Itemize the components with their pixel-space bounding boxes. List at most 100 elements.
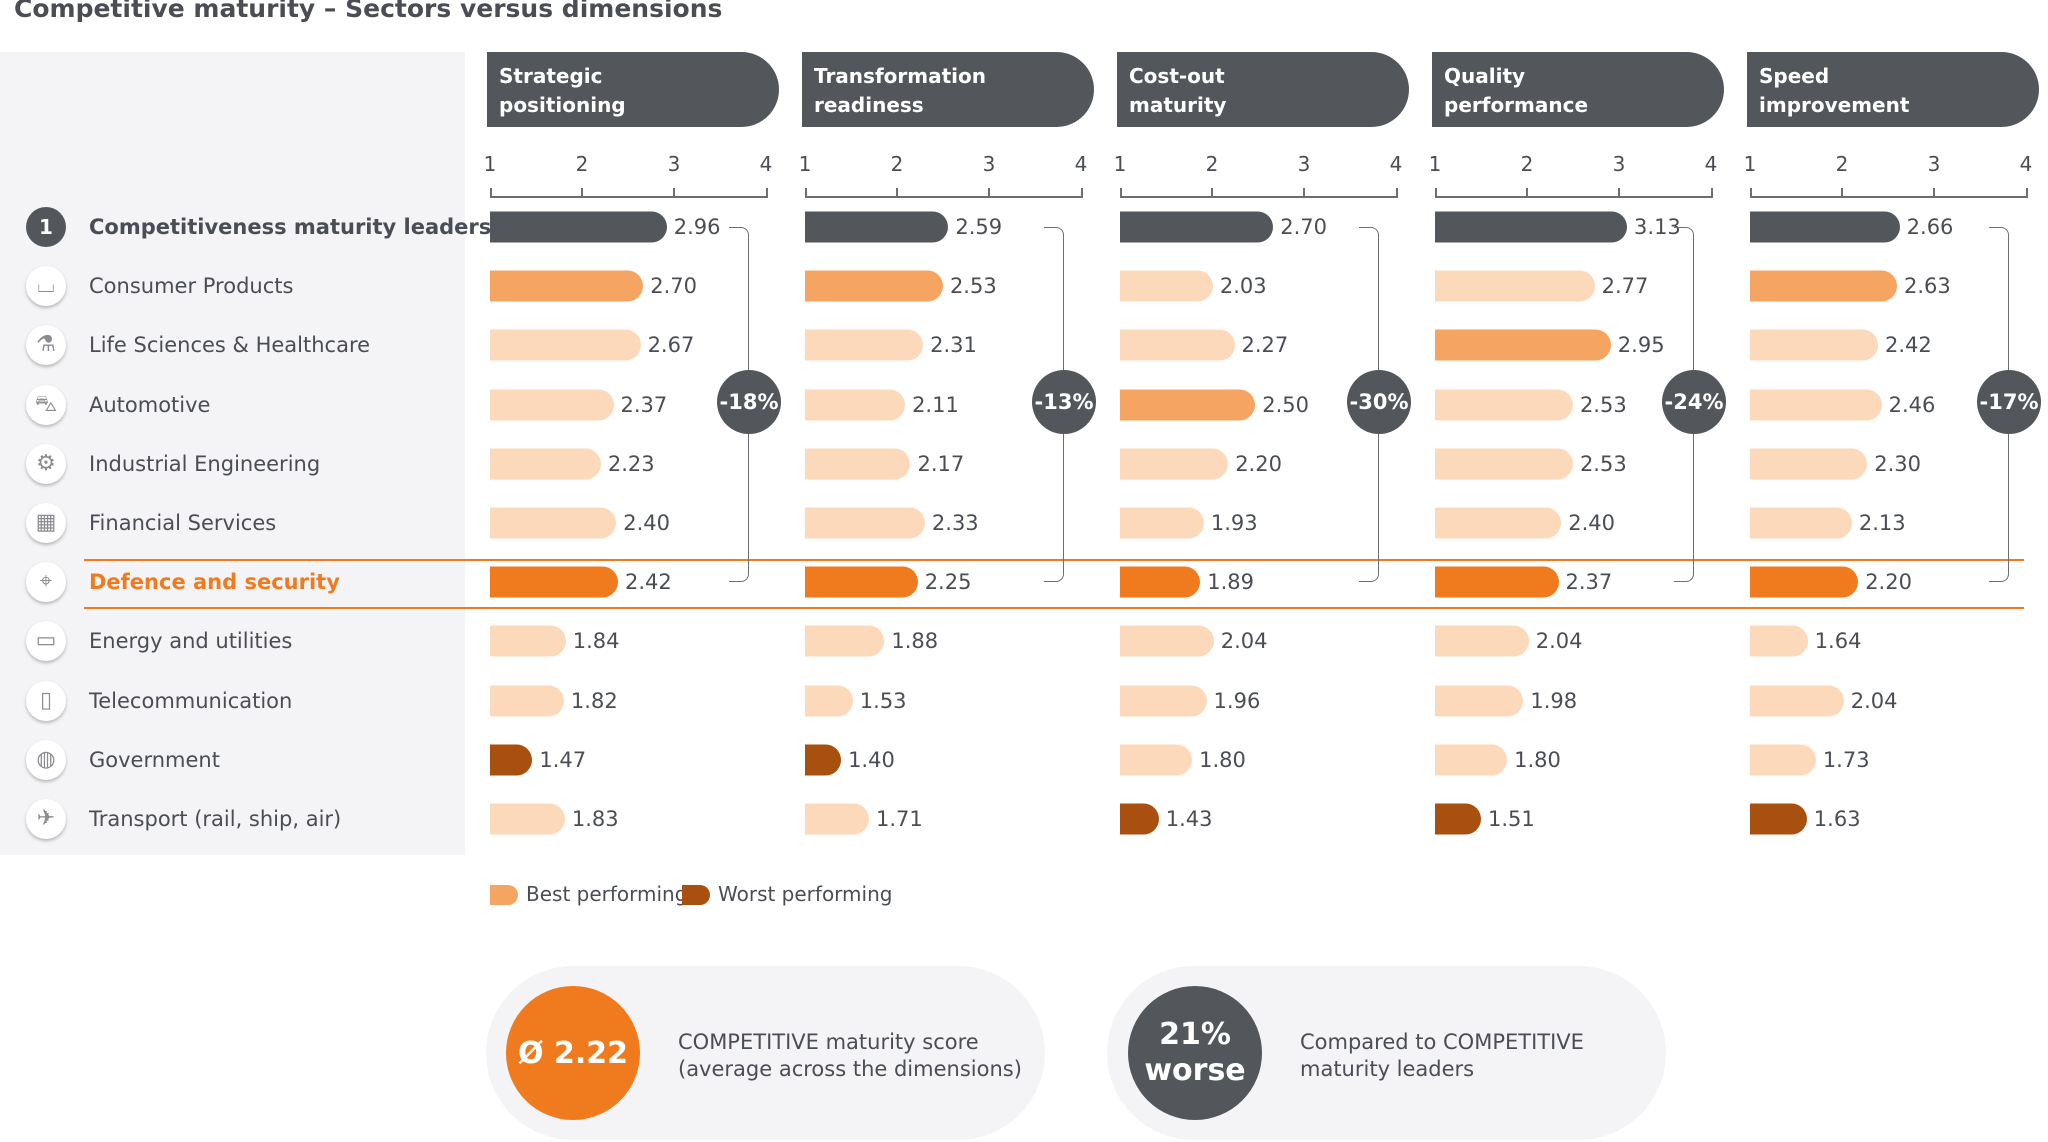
- axis-tick-label: 2: [1520, 152, 1534, 176]
- average-score-circle: Ø 2.22: [506, 986, 640, 1120]
- header-line: improvement: [1759, 93, 1910, 117]
- axis-tick: [1841, 188, 1843, 198]
- bar: [1435, 448, 1573, 480]
- value-label: 2.53: [1579, 392, 1627, 417]
- value-label: 1.80: [1514, 747, 1561, 772]
- axis-tick-label: 3: [1927, 152, 1941, 176]
- axis-tick-label: 3: [982, 152, 996, 176]
- row-label: Defence and security: [89, 570, 340, 595]
- axis-tick: [581, 188, 583, 198]
- axis-tick-label: 1: [1113, 152, 1127, 176]
- bar: [490, 625, 566, 657]
- page-title: Competitive maturity – Sectors versus di…: [14, 0, 723, 23]
- axis-tick-label: 1: [483, 152, 497, 176]
- bar: [805, 744, 842, 776]
- value-label: 2.23: [607, 451, 655, 476]
- bar: [1750, 507, 1852, 539]
- axis-tick-label: 4: [1704, 152, 1718, 176]
- value-label: 1.64: [1814, 629, 1862, 654]
- header-line: positioning: [499, 93, 626, 117]
- bar: [1435, 625, 1529, 657]
- value-label: 3.13: [1634, 215, 1681, 239]
- value-label: 2.37: [620, 392, 668, 417]
- bar: [1435, 389, 1573, 421]
- bar: [1120, 211, 1274, 243]
- satellite-dish-icon: ⌖: [26, 562, 66, 603]
- bar: [1750, 744, 1816, 776]
- value-label: 2.95: [1617, 333, 1665, 358]
- value-label: 2.20: [1235, 451, 1282, 476]
- value-label: 1.63: [1813, 807, 1861, 831]
- sector-panel: [0, 52, 465, 855]
- axis-tick-label: 4: [1074, 152, 1088, 176]
- value-label: 2.30: [1874, 451, 1921, 476]
- row-label: Life Sciences & Healthcare: [89, 333, 371, 358]
- value-label: 2.13: [1858, 511, 1906, 535]
- bar: [1120, 389, 1256, 421]
- axis-line: [805, 188, 1083, 198]
- axis-tick-label: 4: [2019, 152, 2033, 176]
- value-label: 2.70: [650, 274, 698, 299]
- bar: [1120, 744, 1193, 776]
- bar: [805, 625, 885, 657]
- axis-line: [490, 188, 768, 198]
- value-label: 2.31: [930, 333, 977, 358]
- value-label: 2.03: [1219, 274, 1267, 299]
- value-label: 2.17: [917, 451, 965, 476]
- bar: [805, 389, 906, 421]
- bar: [1120, 625, 1214, 657]
- value-label: 2.67: [647, 333, 695, 358]
- gap-badge: -24%: [1662, 370, 1726, 434]
- axis-tick-label: 2: [575, 152, 589, 176]
- bar: [805, 270, 943, 302]
- bar: [490, 566, 619, 598]
- axis-tick-label: 2: [1835, 152, 1849, 176]
- dimension-header: Cost-out maturity: [1117, 52, 1409, 127]
- value-label: 2.42: [625, 570, 672, 595]
- value-label: 1.88: [891, 629, 939, 654]
- bar: [490, 448, 601, 480]
- value-label: 2.42: [1885, 333, 1932, 358]
- header-line: Speed: [1759, 64, 1830, 88]
- row-label: Competitiveness maturity leaders: [89, 215, 492, 239]
- gap-circle: 21% worse: [1128, 986, 1262, 1120]
- bar: [1750, 685, 1844, 717]
- bar: [1120, 507, 1204, 539]
- bar: [1750, 803, 1807, 835]
- legend-worst-swatch: [682, 885, 710, 905]
- value-label: 1.43: [1165, 807, 1213, 831]
- value-label: 2.40: [623, 511, 670, 535]
- gap-badge: -13%: [1032, 370, 1096, 434]
- bar: [1750, 329, 1879, 361]
- bar: [1120, 685, 1207, 717]
- axis-tick-label: 3: [1297, 152, 1311, 176]
- bar: [490, 803, 565, 835]
- value-label: 2.77: [1601, 274, 1649, 299]
- gap-word: worse: [1144, 1053, 1246, 1088]
- bar: [490, 389, 614, 421]
- header-line: maturity: [1129, 93, 1227, 117]
- value-label: 1.51: [1487, 807, 1535, 831]
- header-line: Cost-out: [1129, 64, 1225, 88]
- basket-icon: ⌴: [26, 266, 66, 307]
- bar: [805, 329, 924, 361]
- axis-tick-label: 2: [1205, 152, 1219, 176]
- value-label: 1.98: [1530, 688, 1578, 713]
- bar: [1120, 329, 1235, 361]
- tablet-icon: ▯: [26, 680, 66, 721]
- dimension-header: Speed improvement: [1747, 52, 2039, 127]
- axis-tick: [673, 188, 675, 198]
- value-label: 2.96: [673, 215, 721, 239]
- axis-tick: [1618, 188, 1620, 198]
- value-label: 2.66: [1906, 215, 1954, 239]
- value-label: 1.93: [1210, 511, 1258, 535]
- row-label: Government: [89, 747, 220, 772]
- bar: [1750, 625, 1808, 657]
- header-line: Transformation: [814, 64, 986, 88]
- header-line: Quality: [1444, 64, 1526, 88]
- bar: [1435, 270, 1595, 302]
- globe-icon: ◍: [26, 739, 66, 780]
- value-label: 2.37: [1565, 570, 1613, 595]
- value-label: 2.25: [924, 570, 972, 595]
- dimension-header: Transformation readiness: [802, 52, 1094, 127]
